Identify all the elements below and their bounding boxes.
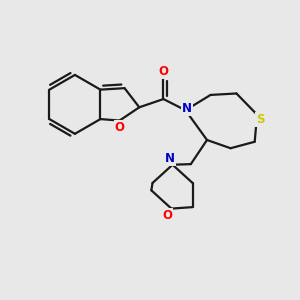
Text: O: O <box>158 65 168 79</box>
Text: S: S <box>256 112 265 126</box>
Text: O: O <box>115 121 124 134</box>
Text: N: N <box>182 102 192 115</box>
Text: O: O <box>162 208 172 222</box>
Text: N: N <box>165 152 175 165</box>
